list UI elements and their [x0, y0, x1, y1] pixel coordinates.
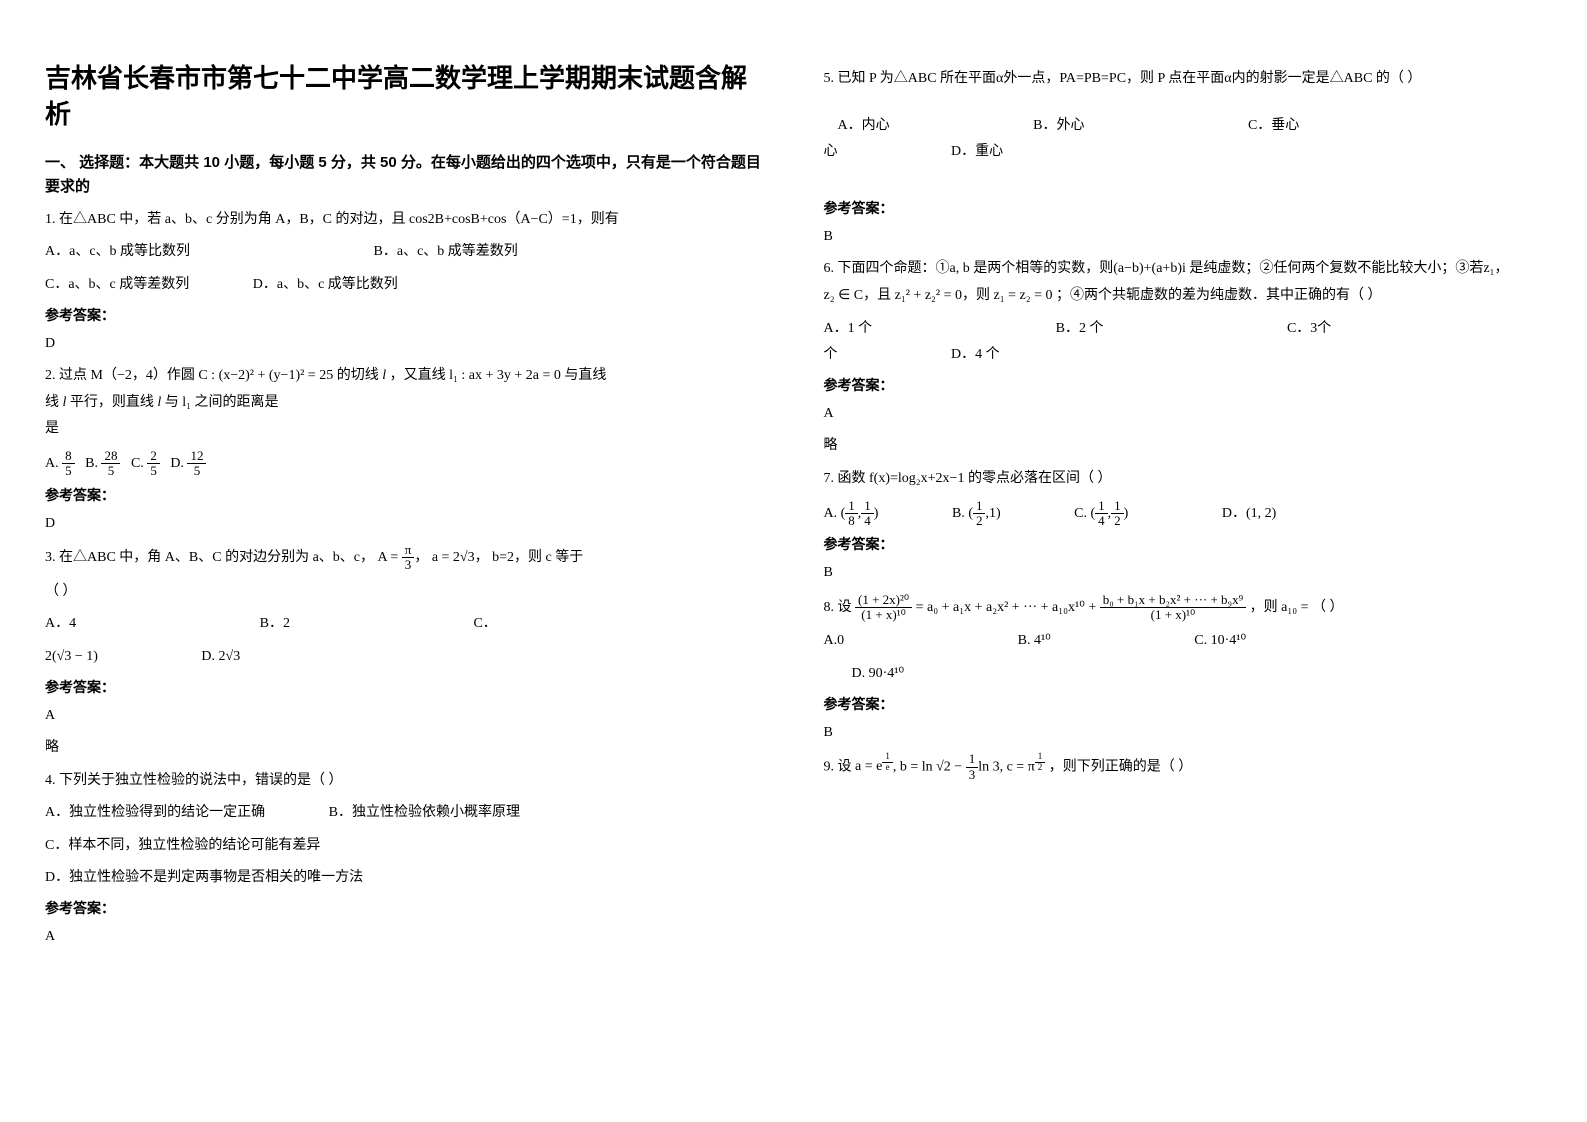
q5-opt-d: D．重心	[951, 144, 1003, 159]
q8-opts: A.0 B. 4¹⁰ C. 10·4¹⁰	[824, 628, 1543, 655]
q6-omit: 略	[824, 433, 1543, 460]
q1-stem: 1. 在△ABC 中，若 a、b、c 分别为角 A，B，C 的对边，且 cos2…	[45, 207, 764, 234]
q3-opt-d: D. 2√3	[201, 649, 240, 664]
q3-ans: A	[45, 703, 764, 730]
q1-opt-b: B．a、c、b 成等差数列	[374, 239, 518, 266]
q2-circle: C : (x−2)² + (y−1)² = 25	[198, 368, 333, 383]
q9-stem: 9. 设 a = e1e, b = ln √2 − 13ln 3, c = π1…	[824, 752, 1543, 782]
q2-opts: A. 85 B. 285 C. 25 D. 125	[45, 449, 764, 479]
q8-opt-d: D. 90·4¹⁰	[852, 666, 905, 681]
q5-ans: B	[824, 224, 1543, 251]
q8-opt-d-row: D. 90·4¹⁰	[824, 661, 1543, 688]
q4-opt-d: D．独立性检验不是判定两事物是否相关的唯一方法	[45, 865, 764, 892]
q7-opts: A. (18,14) B. (12,1) C. (14,12) D．(1, 2)	[824, 499, 1543, 529]
q5-ans-label: 参考答案：	[824, 198, 1543, 218]
q5-opt-b: B．外心	[1033, 113, 1084, 140]
q8-ans: B	[824, 720, 1543, 747]
q3-b-eq: b=2，则 c 等于	[492, 550, 583, 565]
q2-text-f: 与 l₁ 之间的距离是	[165, 395, 279, 410]
q1-opts-row2: C．a、b、c 成等差数列 D．a、b、c 成等比数列	[45, 272, 764, 299]
q3-A-eq: A = π3	[378, 550, 415, 565]
q2-text-line2a: 线 l	[45, 395, 70, 410]
q5-opts: A．内心 B．外心 C．垂心 心 D．重心	[824, 113, 1543, 166]
q2-l1: l₁ : ax + 3y + 2a = 0	[449, 368, 561, 383]
q4-ans-label: 参考答案：	[45, 898, 764, 918]
q7-opt-a: A. (18,14)	[824, 506, 882, 521]
q6-opt-a: A．1 个	[824, 316, 873, 343]
q2-l: l	[382, 368, 386, 383]
q7-opt-b: B. (12,1)	[952, 506, 1004, 521]
q6-opt-b: B．2 个	[1056, 316, 1104, 343]
q4-ans: A	[45, 924, 764, 951]
q8-opt-c: C. 10·4¹⁰	[1194, 628, 1246, 655]
q1-opt-c: C．a、b、c 成等差数列	[45, 272, 189, 299]
doc-title: 吉林省长春市市第七十二中学高二数学理上学期期末试题含解析	[45, 60, 764, 133]
q8-stem: 8. 设 (1 + 2x)²⁰(1 + x)¹⁰ = a₀ + a₁x + a₂…	[824, 593, 1543, 623]
q7-ans-label: 参考答案：	[824, 534, 1543, 554]
right-column: 5. 已知 P 为△ABC 所在平面α外一点，PA=PB=PC，则 P 点在平面…	[824, 60, 1543, 1082]
q2-text-a: 2. 过点 M（−2，4）作圆	[45, 368, 195, 383]
q3-opt-b: B．2	[260, 611, 290, 638]
q4-opt-b: B．独立性检验依赖小概率原理	[329, 800, 520, 827]
q9-a: a = e1e	[855, 759, 893, 774]
q4-stem: 4. 下列关于独立性检验的说法中，错误的是（ ）	[45, 768, 764, 795]
q2-text-shi: 是	[45, 421, 59, 436]
q3-a-eq: a = 2√3	[432, 550, 475, 565]
q6-opt-d: D．4 个	[951, 347, 1000, 362]
q8-lhs-frac: (1 + 2x)²⁰(1 + x)¹⁰	[855, 593, 912, 623]
q4-opt-c: C．样本不同，独立性检验的结论可能有差异	[45, 833, 764, 860]
q6-opts: A．1 个 B．2 个 C．3个 个 D．4 个	[824, 316, 1543, 369]
q1-ans: D	[45, 331, 764, 358]
q3-paren: （ ）	[45, 579, 764, 606]
q3-ans-label: 参考答案：	[45, 677, 764, 697]
q1-opt-a: A．a、c、b 成等比数列	[45, 239, 190, 266]
q8-rhs-frac: b₀ + b₁x + b₂x² + ··· + b₉x⁹(1 + x)¹⁰	[1100, 593, 1246, 623]
q2-stem: 2. 过点 M（−2，4）作圆 C : (x−2)² + (y−1)² = 25…	[45, 363, 764, 443]
q2-opt-d: D. 125	[170, 456, 206, 471]
q3-stem: 3. 在△ABC 中，角 A、B、C 的对边分别为 a、b、c， A = π3，…	[45, 543, 764, 573]
q6-ans-label: 参考答案：	[824, 375, 1543, 395]
q4-row1: A．独立性检验得到的结论一定正确 B．独立性检验依赖小概率原理	[45, 800, 764, 827]
q6-opt-c: C．3个	[1287, 316, 1331, 343]
q2-opt-c: C. 25	[131, 456, 160, 471]
q3-opts-row2: 2(√3 − 1) D. 2√3	[45, 644, 764, 671]
q1-opt-d: D．a、b、c 成等比数列	[253, 272, 398, 299]
q2-ans-label: 参考答案：	[45, 485, 764, 505]
q2-text-c: ，又直线	[390, 368, 446, 383]
q3-opt-a: A．4	[45, 611, 76, 638]
q2-ans: D	[45, 511, 764, 538]
q2-opt-a: A. 85	[45, 456, 75, 471]
left-column: 吉林省长春市市第七十二中学高二数学理上学期期末试题含解析 一、 选择题：本大题共…	[45, 60, 764, 1082]
q6-stem: 6. 下面四个命题：①a, b 是两个相等的实数，则(a−b)+(a+b)i 是…	[824, 256, 1543, 309]
q7-stem: 7. 函数 f(x)=log₂x+2x−1 的零点必落在区间（ ）	[824, 466, 1543, 493]
q1-ans-label: 参考答案：	[45, 305, 764, 325]
q8-ans-label: 参考答案：	[824, 694, 1543, 714]
q2-opt-b: B. 285	[85, 456, 120, 471]
q2-text-e: 平行，则直线	[70, 395, 154, 410]
q3-opt-c: C．	[473, 611, 496, 638]
q8-opt-a: A.0	[824, 628, 845, 655]
q5-stem: 5. 已知 P 为△ABC 所在平面α外一点，PA=PB=PC，则 P 点在平面…	[824, 66, 1543, 93]
q7-ans: B	[824, 560, 1543, 587]
q3-opts-row1: A．4 B．2 C．	[45, 611, 764, 638]
q5-opt-a: A．内心	[838, 113, 890, 140]
q8-opt-b: B. 4¹⁰	[1018, 628, 1051, 655]
q2-text-b: 的切线	[337, 368, 379, 383]
q7-opt-d: D．(1, 2)	[1222, 506, 1276, 521]
section-1-head: 一、 选择题：本大题共 10 小题，每小题 5 分，共 50 分。在每小题给出的…	[45, 151, 764, 199]
q3-omit: 略	[45, 735, 764, 762]
q6-ans: A	[824, 401, 1543, 428]
q2-text-d: 与直线	[564, 368, 606, 383]
q4-opt-a: A．独立性检验得到的结论一定正确	[45, 800, 265, 827]
q7-opt-c: C. (14,12)	[1074, 506, 1132, 521]
q5-c-tail: 心	[824, 144, 838, 159]
q3-c-val: 2(√3 − 1)	[45, 649, 98, 664]
q1-opts-row1: A．a、c、b 成等比数列 B．a、c、b 成等差数列	[45, 239, 764, 266]
q5-opt-c: C．垂心	[1248, 113, 1299, 140]
